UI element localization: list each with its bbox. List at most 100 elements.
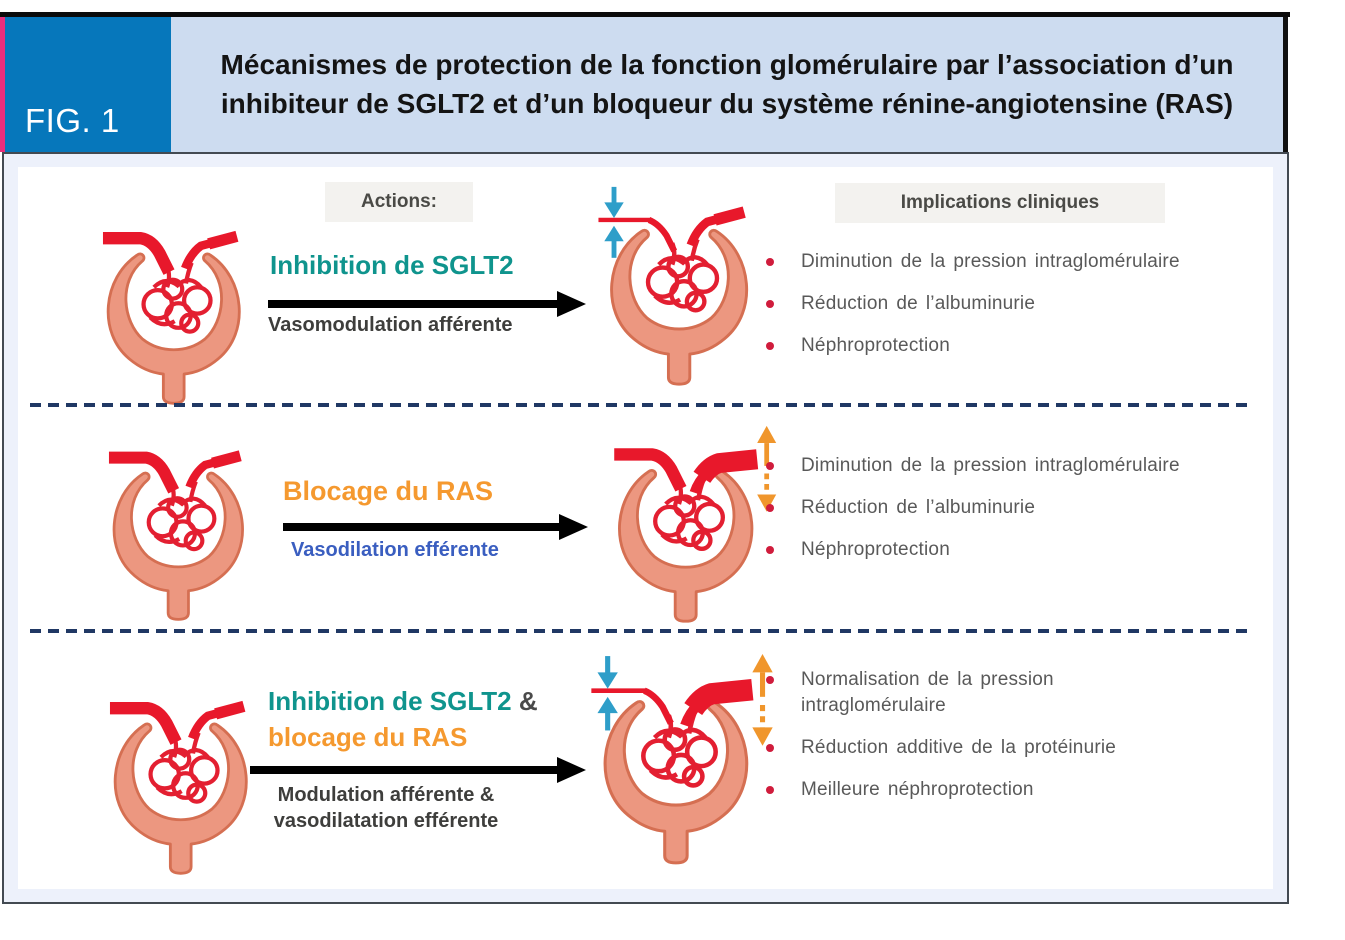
implication-item: Néphroprotection — [766, 537, 1266, 563]
glomerulus-illustration — [102, 230, 241, 405]
actions-header-label: Actions: — [361, 191, 437, 212]
row-divider-2 — [30, 629, 1249, 633]
glomerulus-illustration — [598, 186, 748, 386]
bowman-capsule — [112, 471, 244, 621]
implication-item: Normalisation de la pression intragloméru… — [766, 667, 1246, 719]
glomerulus-illustration — [591, 654, 773, 865]
actions-column-header: Actions: — [325, 182, 473, 222]
bullet-dot — [766, 786, 774, 794]
implication-item: Réduction de l’albuminurie — [766, 291, 1266, 317]
row1-action-sublabel: Vasomodulation afférente — [268, 314, 513, 336]
glomerulus-result-row1 — [588, 183, 778, 389]
glomerular-tuft — [141, 261, 213, 334]
implication-text: Réduction additive de la protéinurie — [801, 737, 1117, 758]
implication-item: Réduction de l’albuminurie — [766, 495, 1266, 521]
figure-title-line1: Mécanismes de protection de la fonction … — [220, 49, 1234, 81]
efferent-arteriole — [185, 450, 242, 489]
row1-action-label: Inhibition de SGLT2 — [270, 250, 514, 280]
implication-text: Normalisation de la pression intragloméru… — [801, 669, 1054, 716]
afferent-arteriole-constricted — [591, 687, 674, 725]
implications-column-header: Implications cliniques — [835, 183, 1165, 223]
afferent-arteriole — [109, 702, 182, 745]
glomerulus-result-row3 — [580, 652, 780, 868]
bullet-dot — [766, 258, 774, 266]
glomerulus-baseline-row1 — [85, 208, 270, 408]
bullet-dot — [766, 342, 774, 350]
bullet-dot — [766, 744, 774, 752]
row3-implications-list: Normalisation de la pression intragloméru… — [766, 667, 1246, 819]
glomerular-tuft — [653, 478, 725, 551]
implication-item: Réduction additive de la protéinurie — [766, 735, 1246, 761]
glomerulus-illustration — [108, 450, 244, 621]
row3-sublabel-line1: Modulation afférente & — [277, 784, 495, 806]
implication-item: Diminution de la pression intraglomérula… — [766, 249, 1266, 275]
implication-text: Diminution de la pression intraglomérula… — [801, 455, 1180, 476]
implication-text: Diminution de la pression intraglomérula… — [801, 251, 1180, 272]
efferent-arteriole — [188, 700, 246, 740]
row-divider-1 — [30, 403, 1249, 407]
bowman-capsule — [618, 468, 754, 623]
arrow-head — [559, 514, 588, 540]
glomerular-tuft — [645, 238, 720, 313]
row3-sublabel-line2: vasodilatation efférente — [273, 810, 499, 832]
row2-implications-list: Diminution de la pression intraglomérula… — [766, 453, 1266, 579]
efferent-arteriole-dilated — [689, 449, 759, 495]
implication-item: Diminution de la pression intraglomérula… — [766, 453, 1266, 479]
row3-action-label-line1: Inhibition de SGLT2 & — [268, 686, 538, 717]
glomerulus-result-row2 — [592, 424, 787, 626]
afferent-arteriole — [614, 448, 687, 492]
row3-action-label-line2: blocage du RAS — [268, 722, 468, 752]
row2-arrow — [283, 514, 588, 540]
implication-text: Meilleure néphroprotection — [801, 779, 1034, 800]
glomerulus-baseline-row2 — [92, 428, 272, 624]
arrow-head — [557, 757, 586, 783]
glomerular-tuft — [146, 480, 217, 552]
bullet-dot — [766, 546, 774, 554]
implications-header-label: Implications cliniques — [900, 192, 1100, 213]
implication-text: Néphroprotection — [801, 335, 950, 356]
implication-text: Réduction de l’albuminurie — [801, 293, 1036, 314]
implication-text: Réduction de l’albuminurie — [801, 497, 1036, 518]
figure-title-band: Mécanismes de protection de la fonction … — [171, 17, 1288, 152]
row1-arrow — [268, 291, 586, 317]
bowman-capsule — [603, 700, 749, 865]
figure-title-line2: inhibiteur de SGLT2 et d’un bloqueur du … — [220, 87, 1234, 119]
pink-accent-stripe — [0, 17, 5, 152]
figure-tag: FIG. 1 — [5, 17, 171, 152]
bullet-dot — [766, 300, 774, 308]
afferent-arteriole — [102, 232, 175, 275]
row3-action-sublabel: Modulation afférente & vasodilatation ef… — [255, 782, 517, 834]
glomerulus-illustration — [109, 700, 248, 875]
row3-arrow — [250, 757, 586, 783]
arrow-head — [557, 291, 586, 317]
row2-action-label: Blocage du RAS — [283, 476, 494, 506]
bowman-capsule — [610, 228, 748, 386]
efferent-arteriole — [181, 230, 239, 270]
figure-tag-label: FIG. 1 — [25, 102, 120, 139]
row3-ampersand: & — [511, 686, 538, 716]
arrow-shaft — [268, 300, 559, 308]
glomerular-tuft — [148, 731, 220, 804]
glomerular-tuft — [641, 710, 718, 788]
teal-afferent-arrows — [604, 186, 624, 258]
orange-efferent-arrows — [752, 654, 773, 746]
arrow-shaft — [283, 523, 561, 531]
row2-action-sublabel: Vasodilation efférente — [291, 539, 499, 561]
bullet-dot — [766, 676, 774, 684]
row3-action-sglt2: Inhibition de SGLT2 — [268, 686, 512, 716]
bullet-dot — [766, 504, 774, 512]
row1-implications-list: Diminution de la pression intraglomérula… — [766, 249, 1266, 375]
glomerulus-baseline-row3 — [92, 678, 277, 878]
teal-afferent-arrows — [597, 656, 618, 731]
implication-text: Néphroprotection — [801, 539, 950, 560]
efferent-arteriole — [686, 206, 746, 247]
header-top-rule — [0, 12, 1290, 17]
bullet-dot — [766, 462, 774, 470]
efferent-arteriole-dilated — [680, 679, 754, 728]
afferent-arteriole-constricted — [598, 216, 678, 253]
bowman-capsule — [106, 252, 241, 405]
arrow-shaft — [250, 766, 559, 774]
afferent-arteriole — [108, 451, 180, 494]
glomerulus-illustration — [614, 425, 777, 623]
